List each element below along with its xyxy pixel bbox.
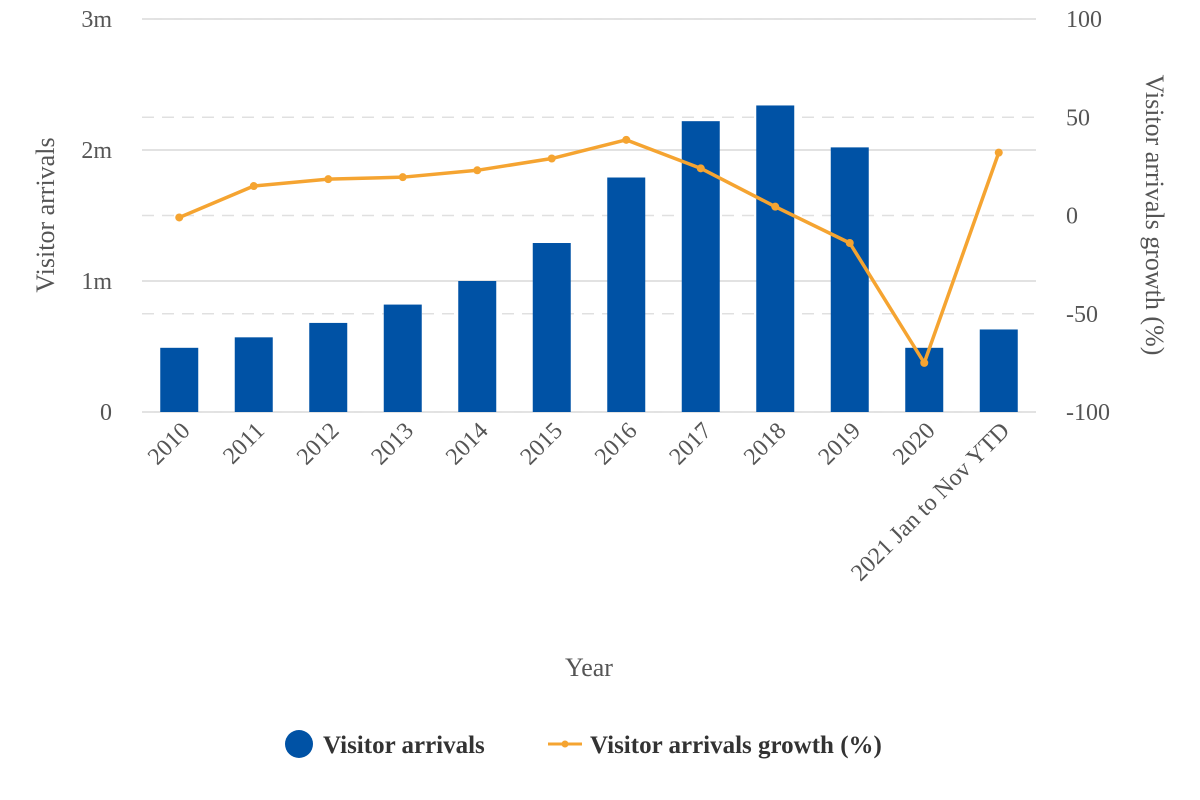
legend-bar-label: Visitor arrivals xyxy=(323,732,485,759)
growth-line xyxy=(178,138,1001,365)
growth-point-2018 xyxy=(771,202,780,211)
bar-2018 xyxy=(756,105,795,413)
y2-axis-title: Visitor arrivals growth (%) xyxy=(1140,75,1169,356)
x-tick-label-7: 2017 xyxy=(665,418,717,470)
x-tick-label-6: 2016 xyxy=(590,418,642,470)
bar-2016 xyxy=(607,177,646,412)
y-tick-label-1: 1m xyxy=(81,269,112,295)
x-tick-label-9: 2019 xyxy=(814,418,866,470)
legend-bar-swatch xyxy=(285,730,313,758)
y2-tick-label-3: 50 xyxy=(1066,105,1090,131)
bar-2021-jan-to-nov-ytd xyxy=(979,329,1018,412)
line-series xyxy=(175,135,1003,367)
legend: Visitor arrivals Visitor arrivals growth… xyxy=(285,730,882,759)
growth-point-2019 xyxy=(845,239,854,248)
grid-lines xyxy=(142,18,1036,413)
bar-2012 xyxy=(309,322,348,412)
y-tick-label-2: 2m xyxy=(81,138,112,164)
x-tick-label-8: 2018 xyxy=(739,418,791,470)
growth-point-2021-jan-to-nov-ytd xyxy=(994,148,1003,157)
y-tick-label-3: 3m xyxy=(81,7,112,33)
bar-2011 xyxy=(234,337,273,412)
legend-line-label: Visitor arrivals growth (%) xyxy=(590,732,882,759)
bar-2014 xyxy=(458,281,497,412)
y2-tick-label-0: -100 xyxy=(1066,400,1110,426)
growth-point-2015 xyxy=(547,154,556,163)
x-tick-label-3: 2013 xyxy=(367,418,419,470)
x-axis-title: Year xyxy=(565,653,613,682)
y-tick-label-0: 0 xyxy=(100,400,112,426)
growth-point-2013 xyxy=(398,173,407,182)
bar-2020 xyxy=(905,347,944,412)
growth-point-2016 xyxy=(622,135,631,144)
y2-tick-label-4: 100 xyxy=(1066,7,1102,33)
legend-line-marker xyxy=(561,740,569,748)
growth-point-2010 xyxy=(175,213,184,222)
growth-point-2014 xyxy=(473,166,482,175)
growth-point-2017 xyxy=(696,164,705,173)
bar-2010 xyxy=(160,347,199,412)
right-axis-ticks: -100 -50 0 50 100 xyxy=(1066,7,1110,426)
bar-series xyxy=(160,105,1018,413)
x-tick-label-5: 2015 xyxy=(516,418,568,470)
y2-tick-label-1: -50 xyxy=(1066,302,1098,328)
y-axis-title: Visitor arrivals xyxy=(31,137,60,292)
y2-tick-label-2: 0 xyxy=(1066,204,1078,230)
x-tick-label-2: 2012 xyxy=(292,418,344,470)
growth-point-2012 xyxy=(324,175,333,184)
bar-2013 xyxy=(383,304,422,412)
x-tick-label-4: 2014 xyxy=(441,418,493,470)
growth-point-2020 xyxy=(920,358,929,367)
x-tick-label-10: 2020 xyxy=(888,418,940,470)
growth-point-2011 xyxy=(249,182,258,191)
bar-2019 xyxy=(830,147,869,412)
left-axis-ticks: 0 1m 2m 3m xyxy=(81,7,112,426)
x-tick-label-1: 2011 xyxy=(218,418,270,470)
x-tick-label-0: 2010 xyxy=(143,418,195,470)
bar-2015 xyxy=(532,243,571,412)
x-axis-ticks: 2010 2011 2012 2013 2014 2015 2016 2017 2018 2019… xyxy=(143,418,1015,587)
